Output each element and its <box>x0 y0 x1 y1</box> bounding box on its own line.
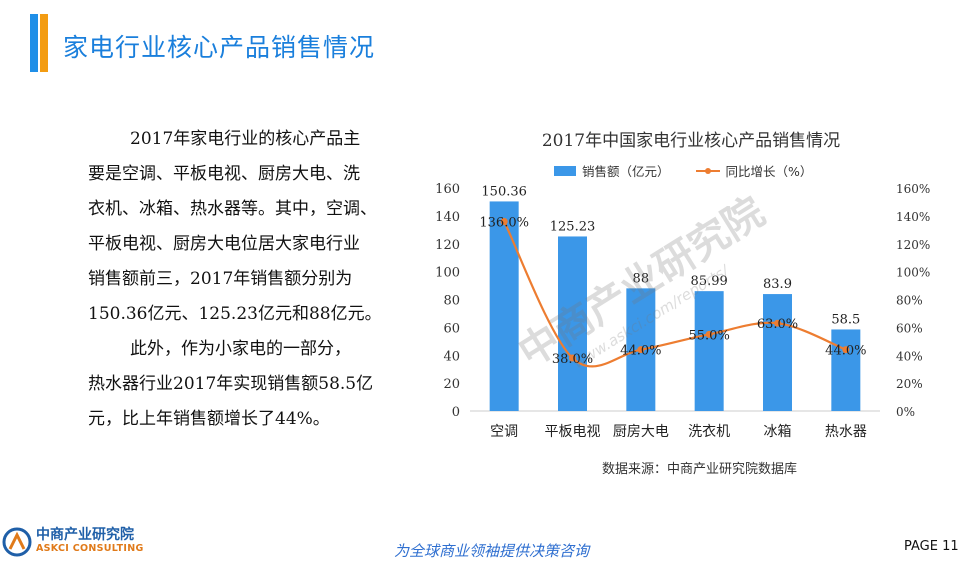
title-accent-bar-orange <box>40 14 48 72</box>
body-line: 热水器行业2017年实现销售额58.5亿 <box>88 374 374 394</box>
logo-name-en: ASKCI CONSULTING <box>36 543 144 554</box>
bar-value-label: 150.36 <box>481 184 527 199</box>
body-line: 销售额前三，2017年销售额分别为 <box>88 269 353 289</box>
body-line: 150.36亿元、125.23亿元和88亿元。 <box>88 304 382 324</box>
growth-point <box>500 217 508 225</box>
body-line: 元，比上年销售额增长了44%。 <box>88 409 330 429</box>
y-right-tick-label: 20% <box>896 377 923 391</box>
bar <box>763 294 792 411</box>
bar <box>694 291 724 411</box>
page-title: 家电行业核心产品销售情况 <box>63 33 376 62</box>
y-left-tick-label: 140 <box>435 210 460 225</box>
y-left-tick-label: 20 <box>443 377 460 392</box>
bar <box>489 201 519 411</box>
y-right-tick-label: 160% <box>896 182 930 196</box>
growth-point <box>705 330 713 338</box>
y-right-tick-label: 140% <box>896 210 930 224</box>
bar-value-label: 88 <box>633 271 650 286</box>
growth-point <box>842 346 850 354</box>
bar-value-label: 83.9 <box>763 277 792 292</box>
growth-value-label: 38.0% <box>552 352 593 367</box>
category-label: 冰箱 <box>764 424 792 440</box>
y-right-tick-label: 80% <box>896 294 923 308</box>
y-right-tick-label: 40% <box>896 349 923 363</box>
footer-slogan: 为全球商业领袖提供决策咨询 <box>394 542 590 560</box>
bar-value-label: 58.5 <box>831 312 860 327</box>
category-label: 平板电视 <box>545 424 601 440</box>
growth-line <box>503 220 847 368</box>
bar-value-label: 85.99 <box>691 274 728 289</box>
company-logo: 中商产业研究院 ASKCI CONSULTING <box>2 527 144 557</box>
logo-icon <box>2 527 32 557</box>
category-label: 洗衣机 <box>688 424 730 440</box>
y-left-tick-label: 160 <box>435 182 460 197</box>
growth-value-label: 44.0% <box>620 344 661 359</box>
body-line: 此外，作为小家电的一部分， <box>130 339 351 359</box>
body-text: 2017年家电行业的核心产品主 要是空调、平板电视、厨房大电、洗 衣机、冰箱、热… <box>88 122 418 437</box>
growth-value-label: 63.0% <box>757 317 798 332</box>
page-number: PAGE 11 <box>904 539 959 554</box>
body-line: 2017年家电行业的核心产品主 <box>130 129 361 149</box>
y-right-tick-label: 0% <box>896 405 915 419</box>
data-source: 数据来源：中商产业研究院数据库 <box>602 462 798 477</box>
growth-value-label: 55.0% <box>689 328 730 343</box>
legend-label-sales: 销售额（亿元） <box>582 164 670 179</box>
y-left-tick-label: 40 <box>443 349 460 364</box>
growth-value-label: 136.0% <box>479 215 529 230</box>
legend-bar-swatch <box>554 165 576 176</box>
y-right-tick-label: 120% <box>896 238 930 252</box>
chart-legend: 销售额（亿元） 同比增长（%） <box>554 161 812 180</box>
y-left-tick-label: 0 <box>452 405 460 420</box>
legend-line-swatch <box>695 166 720 176</box>
y-left-tick-label: 60 <box>443 321 460 336</box>
body-line: 要是空调、平板电视、厨房大电、洗 <box>88 164 360 184</box>
y-right-tick-label: 60% <box>896 321 923 335</box>
growth-value-label: 44.0% <box>825 344 866 359</box>
category-label: 热水器 <box>825 424 867 440</box>
y-left-tick-label: 80 <box>443 294 460 309</box>
title-accent-bar-blue <box>30 14 38 72</box>
category-label: 厨房大电 <box>613 424 669 440</box>
bar <box>558 236 587 411</box>
bar-value-label: 125.23 <box>550 219 596 234</box>
legend-label-growth: 同比增长（%） <box>725 164 813 179</box>
y-left-tick-label: 120 <box>435 238 460 253</box>
body-line: 衣机、冰箱、热水器等。其中，空调、 <box>88 199 377 219</box>
category-label: 空调 <box>490 424 518 440</box>
y-left-tick-label: 100 <box>435 266 460 281</box>
logo-name-cn: 中商产业研究院 <box>36 527 134 543</box>
chart-title: 2017年中国家电行业核心产品销售情况 <box>541 131 841 151</box>
body-line: 平板电视、厨房大电位居大家电行业 <box>88 234 360 254</box>
growth-point <box>569 354 576 362</box>
growth-point <box>774 319 781 327</box>
growth-point <box>637 346 645 354</box>
bar <box>831 329 861 411</box>
y-right-tick-label: 100% <box>896 266 930 280</box>
